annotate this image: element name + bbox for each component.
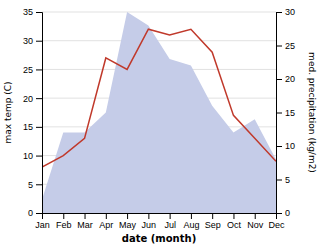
- tick: 20: [23, 94, 42, 104]
- tick: Feb: [56, 213, 72, 230]
- tick-label: 0: [285, 208, 290, 218]
- marks: [42, 12, 276, 213]
- x-axis: Jan Feb Mar Apr May Jun Jul Aug Sep Oct Nov Dec: [35, 213, 285, 230]
- tick-mark: [276, 113, 282, 114]
- tick-mark: [276, 146, 282, 147]
- tick-mark: [191, 213, 192, 219]
- tick-mark: [233, 213, 234, 219]
- tick-label: 5: [28, 180, 33, 190]
- tick: Apr: [99, 213, 113, 230]
- tick-label: Oct: [227, 220, 242, 230]
- area: [42, 12, 276, 213]
- tick-label: 0: [28, 208, 33, 218]
- tick-label: Jun: [142, 220, 157, 230]
- tick: Aug: [183, 213, 199, 230]
- tick-label: 5: [285, 175, 290, 185]
- y2-axis-title: med. precipitation (kg/m2): [307, 52, 317, 173]
- tick-label: 20: [23, 94, 33, 104]
- tick-label: Mar: [77, 220, 93, 230]
- tick-label: Apr: [99, 220, 113, 230]
- tick: 5: [276, 175, 290, 185]
- tick-label: 10: [23, 151, 33, 161]
- tick: 25: [276, 41, 295, 51]
- tick-mark: [255, 213, 256, 219]
- tick-label: May: [119, 220, 137, 230]
- tick: 30: [276, 7, 295, 17]
- tick-label: 10: [285, 141, 295, 151]
- axis-line: [43, 214, 277, 220]
- tick-label: Jul: [164, 220, 176, 230]
- tick: Mar: [77, 213, 93, 230]
- tick: 15: [276, 108, 295, 118]
- tick-mark: [36, 184, 42, 185]
- tick: Dec: [268, 213, 285, 230]
- tick-label: Dec: [268, 220, 285, 230]
- tick-mark: [85, 213, 86, 219]
- tick: Sep: [205, 213, 221, 230]
- tick-label: 30: [23, 36, 33, 46]
- tick: 15: [23, 122, 42, 132]
- tick-mark: [36, 69, 42, 70]
- tick: 10: [276, 141, 295, 151]
- grid-line: [42, 40, 276, 41]
- tick: 0: [276, 208, 290, 218]
- tick-label: 20: [285, 74, 295, 84]
- tick-label: 30: [285, 7, 295, 17]
- chart: JanFebMarAprMayJunJulAugSepOctNovDec0510…: [0, 0, 318, 247]
- tick-label: 25: [23, 65, 33, 75]
- y-axis-title: max temp (C): [3, 81, 13, 143]
- y2-axis: 0 5 10 15 20 25 30: [276, 7, 295, 218]
- tick: 20: [276, 74, 295, 84]
- tick-mark: [127, 213, 128, 219]
- axis-line: [36, 13, 43, 214]
- tick-mark: [170, 213, 171, 219]
- tick-label: Sep: [205, 220, 221, 230]
- tick-mark: [276, 213, 282, 214]
- line: [42, 29, 276, 167]
- tick-label: 15: [285, 108, 295, 118]
- tick: May: [119, 213, 137, 230]
- tick: Jun: [142, 213, 157, 230]
- tick: 10: [23, 151, 42, 161]
- tick: Jan: [35, 213, 50, 230]
- tick-mark: [36, 41, 42, 42]
- tick: 30: [23, 36, 42, 46]
- tick-label: 25: [285, 41, 295, 51]
- tick-mark: [276, 180, 282, 181]
- y-axis: 0 5 10 15 20 25 30 35: [23, 7, 43, 218]
- tick-mark: [276, 12, 282, 13]
- tick-label: Feb: [56, 220, 72, 230]
- tick-mark: [148, 213, 149, 219]
- tick-mark: [36, 213, 42, 214]
- tick: Oct: [227, 213, 242, 230]
- tick-mark: [276, 79, 282, 80]
- tick-label: Jan: [35, 220, 50, 230]
- tick-mark: [106, 213, 107, 219]
- axis-line: [277, 13, 283, 214]
- tick-mark: [63, 213, 64, 219]
- x-axis-title: date (month): [122, 233, 196, 244]
- tick-mark: [276, 46, 282, 47]
- tick-mark: [212, 213, 213, 219]
- tick: Nov: [247, 213, 264, 230]
- tick: 5: [28, 180, 42, 190]
- tick-mark: [36, 98, 42, 99]
- tick-label: 15: [23, 122, 33, 132]
- plot: JanFebMarAprMayJunJulAugSepOctNovDec0510…: [23, 7, 295, 230]
- tick-label: Nov: [247, 220, 264, 230]
- tick-label: 35: [23, 7, 33, 17]
- tick-mark: [36, 127, 42, 128]
- tick-label: Aug: [183, 220, 199, 230]
- tick-mark: [36, 12, 42, 13]
- tick: Jul: [164, 213, 176, 230]
- grid: [42, 12, 276, 213]
- tick: 0: [28, 208, 42, 218]
- tick-mark: [36, 156, 42, 157]
- grid-line: [42, 12, 276, 13]
- tick: 35: [23, 7, 42, 17]
- tick: 25: [23, 65, 42, 75]
